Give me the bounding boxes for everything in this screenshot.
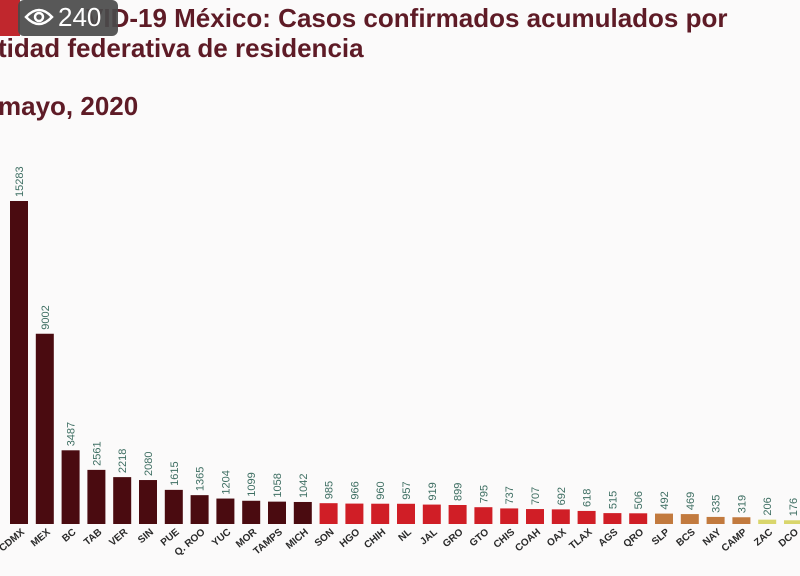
value-label: 335 — [711, 495, 723, 513]
value-label: 737 — [504, 486, 516, 504]
chart-title: tidad federativa de residencia — [0, 33, 364, 63]
value-label: 707 — [530, 487, 542, 505]
chart-subtitle: mayo, 2020 — [0, 91, 138, 121]
bar — [474, 507, 493, 524]
bar — [500, 508, 519, 524]
value-label: 966 — [349, 481, 361, 499]
view-badge — [18, 0, 118, 36]
bar — [784, 520, 800, 524]
value-label: 15283 — [14, 166, 26, 197]
value-label: 1058 — [272, 473, 284, 497]
bar — [87, 469, 106, 524]
value-label: 1099 — [246, 472, 258, 496]
bar — [448, 505, 467, 524]
bar — [319, 503, 338, 524]
value-label: 9002 — [40, 305, 52, 329]
bar — [732, 517, 751, 524]
bar — [190, 495, 209, 524]
bar — [35, 333, 54, 524]
value-label: 2561 — [91, 441, 103, 465]
bar — [422, 504, 441, 524]
chart-title: VID-19 México: Casos confirmados acumula… — [86, 3, 728, 33]
value-label: 692 — [556, 487, 568, 505]
value-label: 2080 — [143, 452, 155, 476]
bar — [603, 513, 622, 524]
bar — [216, 498, 235, 524]
bar — [655, 513, 673, 524]
value-label: 469 — [685, 492, 697, 510]
value-label: 618 — [582, 489, 594, 507]
bar — [164, 489, 183, 524]
bar — [397, 503, 415, 524]
value-label: 515 — [607, 491, 619, 509]
bar — [293, 501, 312, 524]
value-label: 1365 — [195, 467, 207, 491]
bar — [680, 514, 699, 524]
value-label: 2218 — [117, 449, 129, 473]
badge-strip — [0, 0, 20, 36]
bar — [113, 477, 132, 524]
value-label: 506 — [633, 491, 645, 509]
bar — [139, 480, 157, 524]
value-label: 3487 — [66, 422, 78, 446]
value-label: 985 — [324, 481, 336, 499]
bar — [629, 513, 648, 524]
bar — [268, 501, 286, 524]
value-label: 1042 — [298, 473, 310, 497]
bar — [242, 500, 261, 524]
value-label: 795 — [478, 485, 490, 503]
value-label: 1615 — [169, 461, 181, 485]
bar — [61, 450, 80, 524]
value-label: 1204 — [220, 470, 232, 494]
bar — [345, 503, 364, 524]
value-label: 960 — [375, 481, 387, 499]
bar — [706, 516, 725, 524]
bar — [758, 519, 777, 524]
value-label: 492 — [659, 491, 671, 509]
eye-icon — [24, 8, 54, 26]
value-label: 176 — [788, 498, 800, 516]
value-label: 319 — [736, 495, 748, 513]
value-label: 957 — [401, 481, 413, 499]
value-label: 899 — [453, 483, 465, 501]
bar — [10, 201, 28, 524]
bar — [526, 509, 544, 524]
bar — [577, 510, 596, 524]
value-label: 206 — [762, 497, 774, 515]
value-label: 919 — [427, 482, 439, 500]
bar — [551, 509, 570, 524]
bar — [371, 503, 390, 524]
view-count: 240 — [58, 2, 101, 32]
